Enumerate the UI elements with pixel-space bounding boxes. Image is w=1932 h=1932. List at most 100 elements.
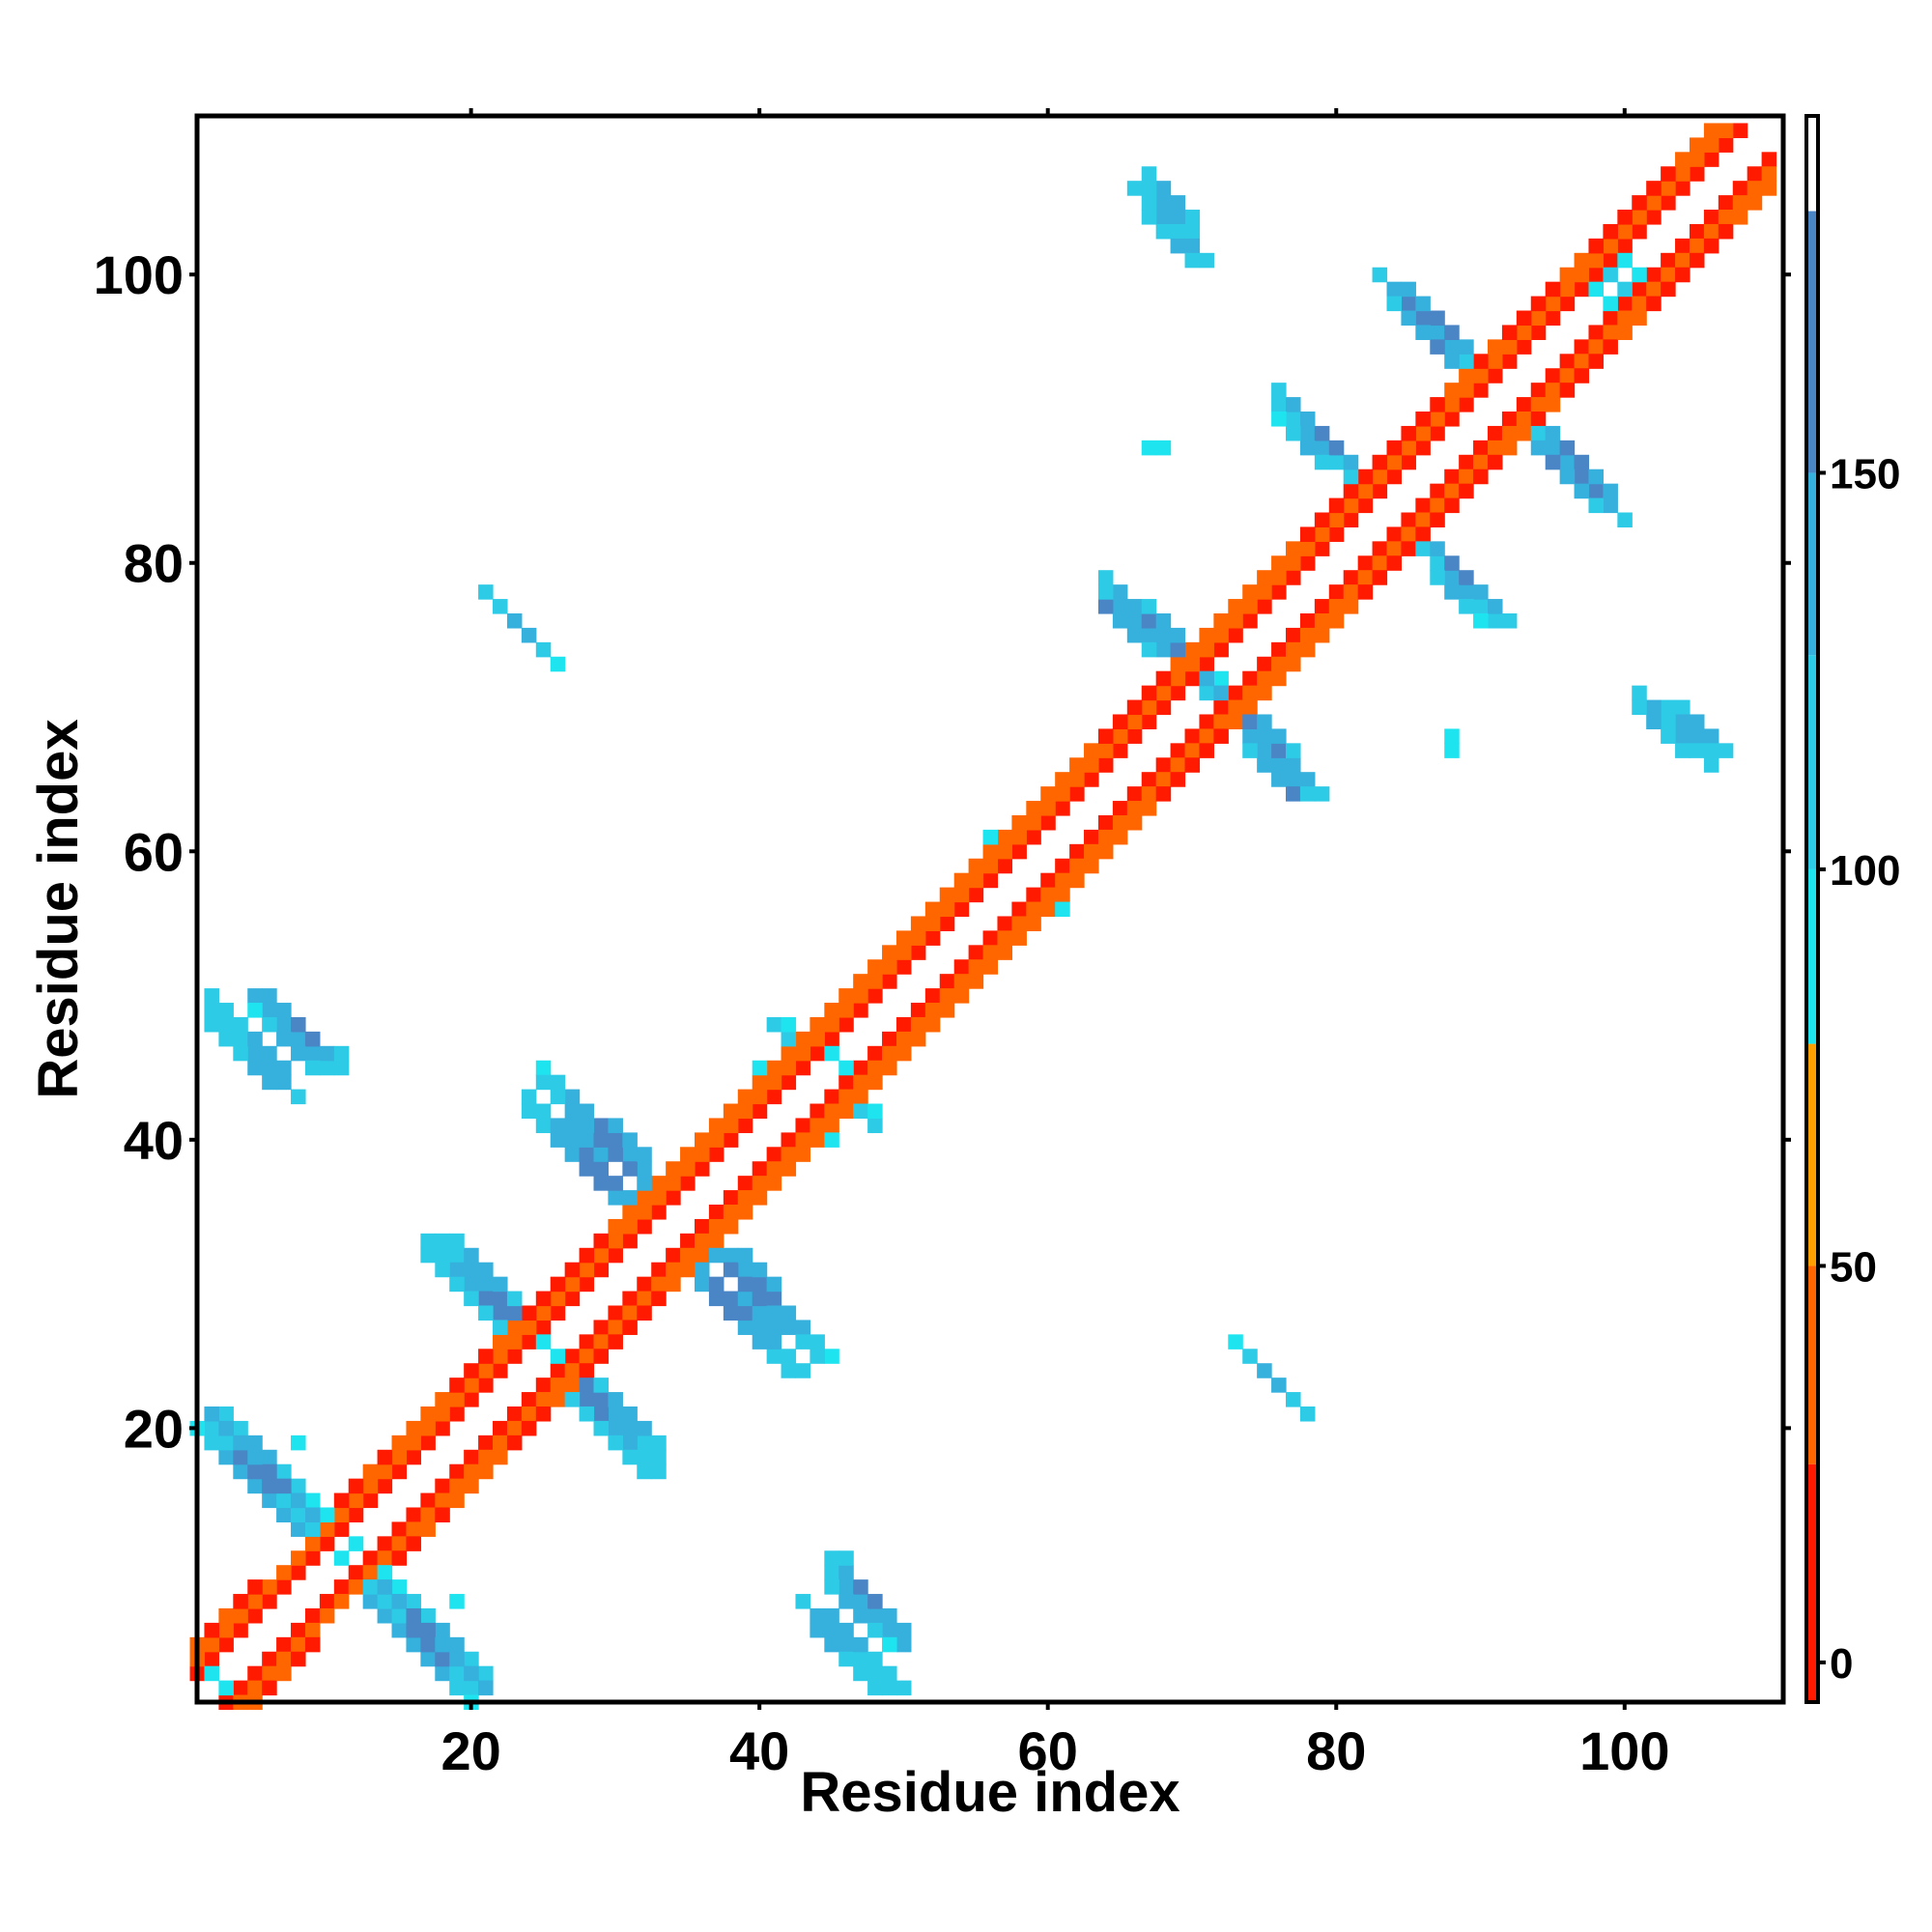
heatmap-cell	[1718, 123, 1734, 138]
heatmap-cell	[478, 1665, 494, 1682]
heatmap-cell	[1459, 584, 1474, 600]
heatmap-cell	[319, 1507, 335, 1523]
heatmap-cell	[824, 1622, 839, 1638]
heatmap-cell	[1732, 195, 1748, 211]
heatmap-cell	[1603, 325, 1618, 340]
heatmap-cell	[1501, 425, 1518, 441]
heatmap-cell	[218, 1406, 234, 1422]
heatmap-cell	[391, 1449, 408, 1465]
heatmap-cell	[1459, 599, 1474, 614]
heatmap-cell	[824, 1550, 839, 1566]
heatmap-cell	[233, 1622, 248, 1638]
heatmap-cell	[535, 641, 552, 658]
heatmap-cell	[1097, 757, 1114, 773]
heatmap-cell	[1444, 743, 1460, 758]
heatmap-cell	[550, 656, 566, 672]
heatmap-cell	[1184, 670, 1201, 687]
heatmap-cell	[1155, 685, 1172, 701]
heatmap-cell	[680, 1262, 696, 1278]
y-tick-label: 100	[94, 244, 184, 305]
heatmap-cell	[406, 1622, 421, 1638]
heatmap-cell	[362, 1594, 379, 1609]
heatmap-cell	[637, 1305, 652, 1321]
heatmap-cell	[666, 1161, 681, 1177]
heatmap-cell	[1357, 497, 1374, 514]
heatmap-cell	[420, 1435, 436, 1451]
heatmap-cell	[752, 1305, 768, 1321]
heatmap-cell	[1487, 599, 1503, 614]
heatmap-cell	[262, 988, 277, 1004]
heatmap-cell	[291, 1651, 306, 1667]
heatmap-cell	[637, 1161, 652, 1177]
heatmap-cell	[1732, 123, 1748, 138]
heatmap-cell	[781, 1045, 797, 1062]
heatmap-cell	[1026, 887, 1041, 903]
heatmap-cell	[1430, 570, 1445, 585]
heatmap-cell	[1328, 584, 1345, 600]
heatmap-cell	[478, 1680, 494, 1696]
heatmap-cell	[304, 1622, 321, 1638]
heatmap-cell	[1257, 599, 1272, 614]
heatmap-cell	[867, 1045, 883, 1062]
heatmap-cell	[1632, 210, 1647, 225]
heatmap-cell	[1545, 310, 1561, 327]
heatmap-cell	[535, 1378, 552, 1393]
heatmap-cell	[233, 1607, 248, 1624]
heatmap-cell	[997, 930, 1012, 946]
heatmap-cell	[1141, 772, 1157, 787]
heatmap-cell	[882, 974, 897, 989]
heatmap-cell	[895, 930, 912, 946]
heatmap-cell	[464, 1378, 479, 1393]
heatmap-cell	[1299, 1406, 1316, 1422]
heatmap-cell	[1286, 743, 1301, 758]
heatmap-cell	[579, 1161, 595, 1177]
heatmap-cell	[550, 1118, 566, 1133]
heatmap-cell	[449, 1680, 465, 1696]
heatmap-cell	[391, 1463, 408, 1480]
heatmap-cell	[579, 1118, 595, 1133]
heatmap-cell	[1126, 699, 1143, 716]
heatmap-cell	[1328, 612, 1345, 629]
heatmap-cell	[1689, 152, 1705, 167]
heatmap-cell	[535, 1060, 552, 1076]
heatmap-cell	[304, 1060, 321, 1076]
heatmap-cell	[1040, 801, 1056, 816]
heatmap-cell	[493, 1305, 508, 1321]
y-tick-label: 80	[124, 533, 184, 594]
heatmap-cell	[737, 1190, 753, 1206]
heatmap-cell	[824, 1579, 839, 1595]
heatmap-cell	[464, 1291, 479, 1307]
heatmap-cell	[593, 1118, 610, 1133]
heatmap-cell	[766, 1349, 782, 1364]
heatmap-cell	[406, 1449, 421, 1465]
heatmap-cell	[708, 1118, 724, 1133]
heatmap-cell	[752, 1089, 768, 1105]
heatmap-cell	[1184, 238, 1201, 254]
heatmap-cell	[1055, 858, 1070, 874]
heatmap-cell	[924, 916, 941, 931]
heatmap-cell	[1271, 412, 1287, 427]
heatmap-cell	[449, 1406, 465, 1422]
heatmap-cell	[247, 1435, 263, 1451]
heatmap-cell	[1588, 252, 1605, 269]
heatmap-cell	[1632, 281, 1647, 298]
heatmap-cell	[247, 1463, 263, 1480]
heatmap-cell	[1112, 599, 1128, 614]
heatmap-cell	[781, 1305, 797, 1321]
heatmap-cell	[622, 1320, 638, 1335]
heatmap-cell	[1459, 570, 1474, 585]
heatmap-cell	[824, 1016, 839, 1033]
colorbar-tick-label: 150	[1830, 450, 1900, 497]
heatmap-cell	[795, 1132, 811, 1148]
heatmap-cell	[1487, 354, 1503, 369]
heatmap-cell	[377, 1449, 393, 1465]
heatmap-cell	[1271, 641, 1287, 658]
heatmap-cell	[997, 916, 1012, 931]
heatmap-cell	[680, 1233, 696, 1249]
heatmap-cell	[1343, 599, 1359, 614]
heatmap-cell	[1299, 440, 1316, 456]
heatmap-cell	[1545, 296, 1561, 312]
heatmap-cell	[766, 1320, 782, 1335]
heatmap-cell	[377, 1594, 393, 1609]
heatmap-cell	[1386, 296, 1403, 312]
